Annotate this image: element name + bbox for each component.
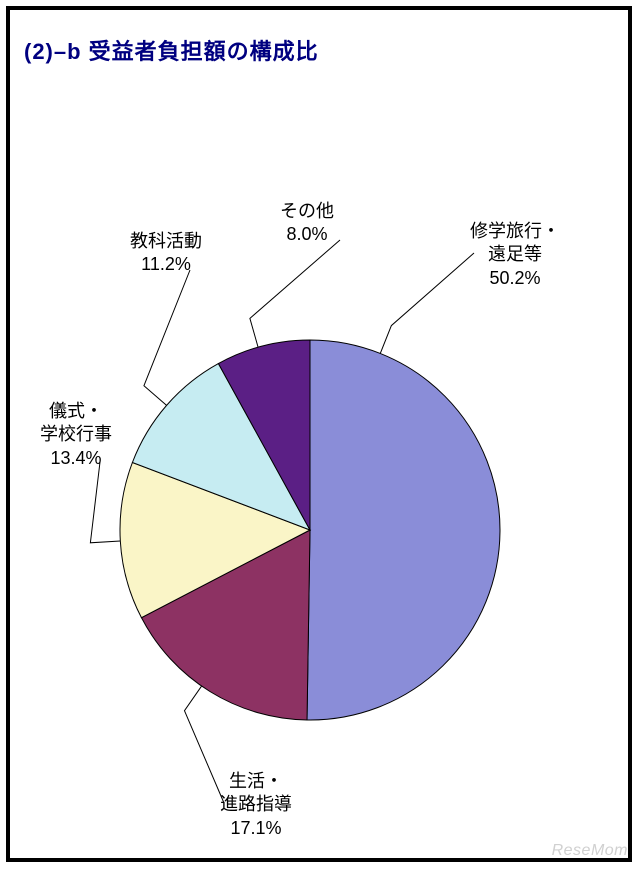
leader-other — [250, 240, 340, 347]
slice-label-subj: 教科活動11.2% — [130, 230, 202, 277]
pie-slice-trip — [307, 340, 500, 720]
watermark-text: ReseMom — [552, 842, 628, 860]
slice-label-life: 生活・進路指導17.1% — [220, 770, 292, 840]
slice-label-cerem: 儀式・学校行事13.4% — [40, 400, 112, 470]
slice-label-trip: 修学旅行・遠足等50.2% — [470, 220, 560, 290]
leader-life — [184, 686, 224, 803]
leader-subj — [144, 270, 190, 405]
leader-cerem — [90, 462, 120, 543]
leader-trip — [380, 253, 474, 353]
slice-label-other: その他8.0% — [280, 200, 334, 247]
